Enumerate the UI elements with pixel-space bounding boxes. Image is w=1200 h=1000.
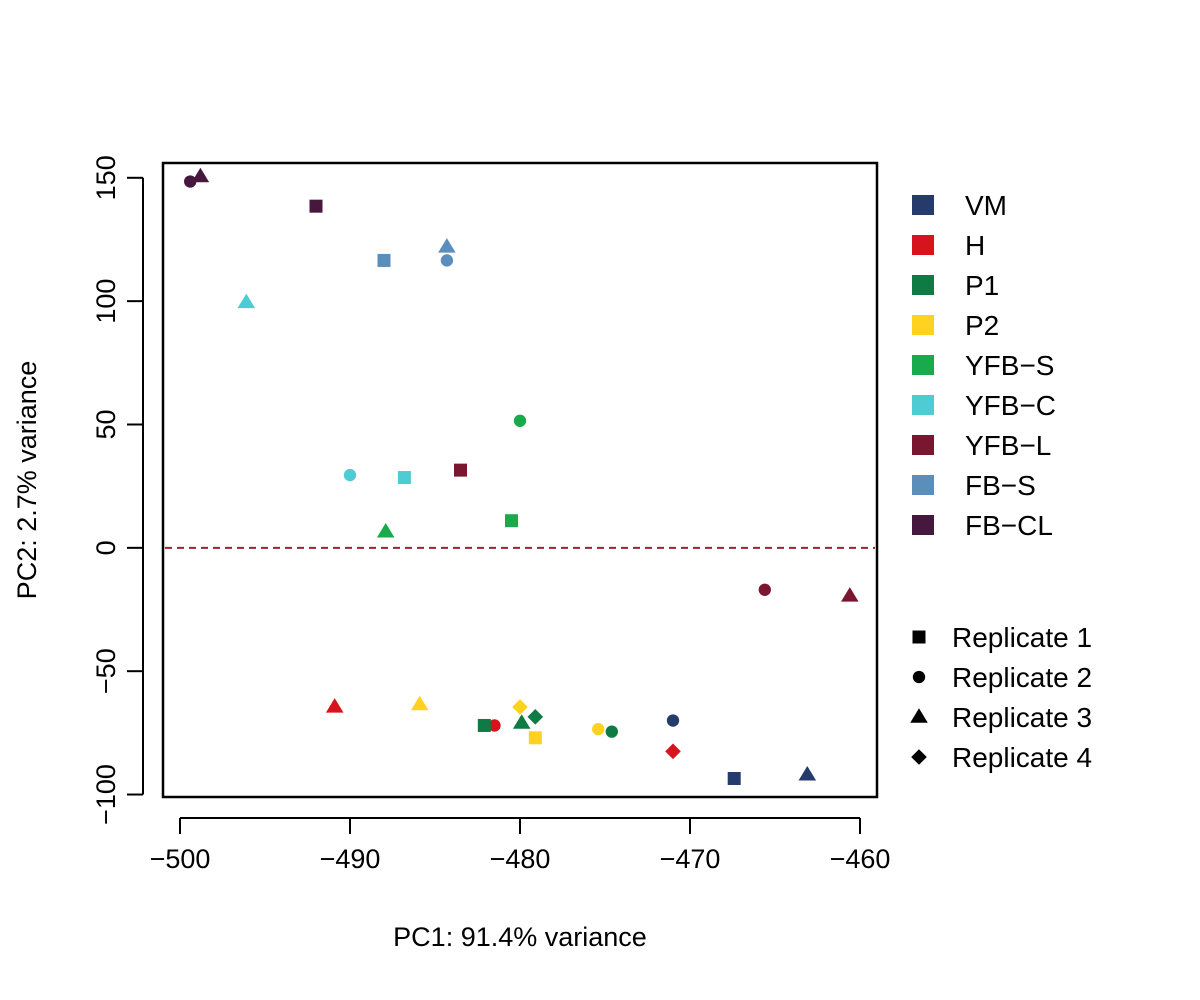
y-tick-label: −100: [91, 764, 121, 825]
point-yfb-c-replicate-1: [397, 471, 411, 485]
legend-label-yfb-l: YFB−L: [965, 430, 1051, 461]
x-axis: −500 −490 −480 −470 −460: [150, 817, 891, 874]
point-p2-replicate-2: [592, 722, 605, 736]
point-fb-s-replicate-1: [377, 253, 391, 267]
x-axis-label: PC1: 91.4% variance: [393, 922, 647, 952]
legend-shape-replicate-1: [912, 630, 926, 644]
legend-label-replicate-4: Replicate 4: [952, 742, 1092, 773]
x-tick-label: −460: [830, 844, 891, 874]
point-fb-cl-replicate-3: [191, 167, 210, 183]
y-tick-label: 100: [91, 279, 121, 324]
legend-swatch-yfb-c: [912, 395, 934, 415]
legend-label-p2: P2: [965, 310, 999, 341]
y-tick-label: −50: [91, 648, 121, 694]
legend-swatch-p2: [912, 315, 934, 335]
plot-frame: [161, 161, 879, 799]
y-tick-label: 0: [91, 540, 121, 555]
point-fb-cl-replicate-1: [309, 199, 323, 213]
legend-shape-replicate-4: [911, 749, 927, 765]
y-axis-label: PC2: 2.7% variance: [12, 361, 42, 600]
y-tick-label: 150: [91, 155, 121, 200]
data-points: [184, 167, 859, 785]
point-yfb-s-replicate-3: [376, 523, 395, 538]
point-vm-replicate-2: [666, 714, 680, 727]
point-p2-replicate-3: [410, 695, 429, 711]
point-yfb-l-replicate-3: [841, 587, 859, 602]
legend-label-yfb-c: YFB−C: [965, 390, 1056, 421]
x-tick-label: −500: [150, 844, 211, 874]
point-fb-cl-replicate-2: [184, 175, 197, 188]
point-fb-s-replicate-3: [438, 238, 456, 253]
point-yfb-s-replicate-1: [505, 514, 518, 528]
legend-swatch-vm: [912, 195, 934, 215]
point-p1-replicate-4: [527, 709, 544, 725]
group-legend: VM H P1 P2 YFB−S YFB−C YFB−L FB−S FB−CL: [912, 190, 1056, 541]
legend-label-fb-cl: FB−CL: [965, 510, 1053, 541]
point-p1-replicate-2: [605, 725, 618, 738]
point-p2-replicate-1: [528, 731, 542, 745]
point-yfb-s-replicate-2: [513, 414, 527, 427]
point-h-replicate-4: [665, 743, 681, 760]
point-vm-replicate-3: [798, 766, 817, 781]
replicate-legend: Replicate 1 Replicate 2 Replicate 3 Replica…: [910, 622, 1092, 773]
legend-swatch-p1: [912, 275, 934, 295]
point-p1-replicate-1: [477, 718, 491, 732]
legend-label-replicate-1: Replicate 1: [952, 622, 1092, 653]
point-yfb-l-replicate-2: [758, 583, 771, 596]
legend-label-h: H: [965, 230, 985, 261]
y-axis: −100 −50 0 50 100 150: [91, 155, 144, 825]
point-yfb-c-replicate-2: [343, 468, 357, 482]
point-fb-s-replicate-2: [440, 254, 454, 267]
point-h-replicate-2: [488, 719, 501, 732]
point-p1-replicate-3: [512, 714, 531, 729]
y-tick-label: 50: [91, 409, 121, 439]
legend-label-vm: VM: [965, 190, 1007, 221]
point-vm-replicate-1: [727, 771, 741, 785]
point-p2-replicate-4: [512, 699, 528, 715]
legend-swatch-fb-s: [912, 475, 934, 495]
legend-label-fb-s: FB−S: [965, 470, 1036, 501]
x-tick-label: −470: [660, 844, 721, 874]
x-tick-label: −490: [320, 844, 381, 874]
point-yfb-l-replicate-1: [454, 463, 467, 477]
legend-label-yfb-s: YFB−S: [965, 350, 1054, 381]
legend-swatch-h: [912, 235, 934, 255]
point-h-replicate-3: [325, 698, 344, 713]
legend-swatch-fb-cl: [912, 515, 934, 535]
legend-shape-replicate-3: [910, 708, 928, 723]
legend-label-replicate-2: Replicate 2: [952, 662, 1092, 693]
legend-swatch-yfb-l: [912, 435, 934, 455]
legend-label-replicate-3: Replicate 3: [952, 702, 1092, 733]
x-tick-label: −480: [490, 844, 551, 874]
legend-shape-replicate-2: [912, 670, 926, 684]
legend-swatch-yfb-s: [912, 355, 934, 375]
point-yfb-c-replicate-3: [237, 293, 256, 309]
legend-label-p1: P1: [965, 270, 999, 301]
